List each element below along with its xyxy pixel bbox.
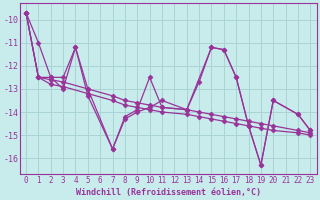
X-axis label: Windchill (Refroidissement éolien,°C): Windchill (Refroidissement éolien,°C) (76, 188, 261, 197)
